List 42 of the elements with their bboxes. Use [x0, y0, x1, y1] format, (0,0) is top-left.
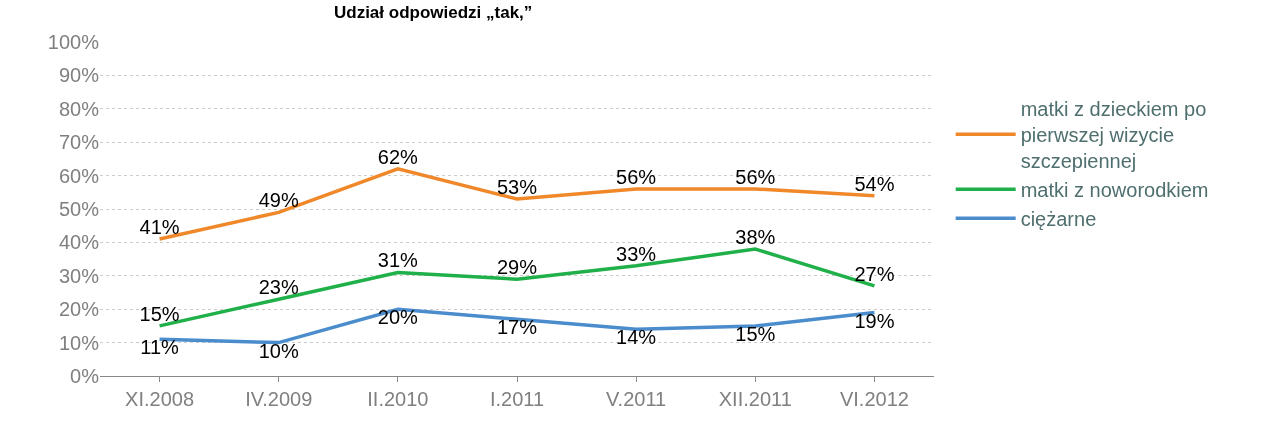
y-tick-label: 0%: [70, 365, 100, 387]
data-label: 53%: [496, 175, 538, 198]
y-tick-label: 50%: [58, 198, 100, 220]
data-label: 31%: [377, 249, 419, 272]
data-label: 23%: [258, 276, 299, 299]
data-label: 14%: [616, 326, 657, 349]
data-label: 33%: [616, 242, 657, 265]
y-tick-label: 10%: [58, 331, 100, 354]
data-label: 27%: [854, 262, 895, 285]
data-label: 11%: [140, 336, 180, 359]
data-label: 62%: [377, 145, 419, 168]
y-tick-label: 20%: [58, 298, 100, 321]
y-tick-label: 90%: [58, 64, 100, 87]
y-tick-label: 60%: [58, 164, 100, 187]
y-tick-label: 100%: [47, 31, 100, 53]
chart-title: Udział odpowiedzi „tak,”: [333, 3, 533, 23]
x-tick-label: I.2011: [489, 388, 545, 410]
data-label: 29%: [496, 256, 538, 279]
data-label: 20%: [377, 306, 419, 329]
legend-label: ciężarne: [1020, 208, 1097, 231]
x-tick-label: IV.2009: [245, 388, 313, 410]
y-tick-label: 40%: [58, 231, 100, 254]
data-label: 15%: [735, 322, 776, 345]
x-tick-label: V.2011: [606, 388, 667, 410]
y-tick-label: 80%: [58, 97, 100, 120]
data-label: 10%: [258, 339, 299, 362]
x-tick-label: XII.2011: [718, 388, 792, 410]
data-label: 56%: [735, 165, 776, 188]
data-label: 38%: [735, 226, 776, 249]
data-label: 49%: [258, 189, 299, 212]
data-label: 19%: [854, 309, 895, 332]
data-label: 41%: [139, 216, 180, 239]
data-label: 15%: [139, 302, 180, 325]
legend-label: matki z noworodkiem: [1020, 179, 1209, 202]
data-label: 56%: [616, 165, 657, 188]
x-tick-label: XI.2008: [125, 388, 195, 410]
x-tick-label: II.2010: [367, 388, 429, 410]
data-label: 54%: [854, 172, 895, 195]
x-tick-label: VI.2012: [839, 388, 909, 410]
y-tick-label: 70%: [58, 131, 100, 154]
data-label: 17%: [496, 316, 538, 339]
y-tick-label: 30%: [58, 264, 100, 287]
